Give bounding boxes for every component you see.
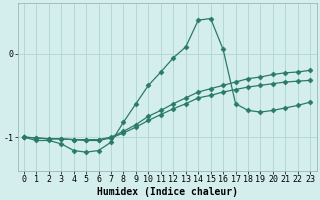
X-axis label: Humidex (Indice chaleur): Humidex (Indice chaleur) <box>97 186 237 197</box>
